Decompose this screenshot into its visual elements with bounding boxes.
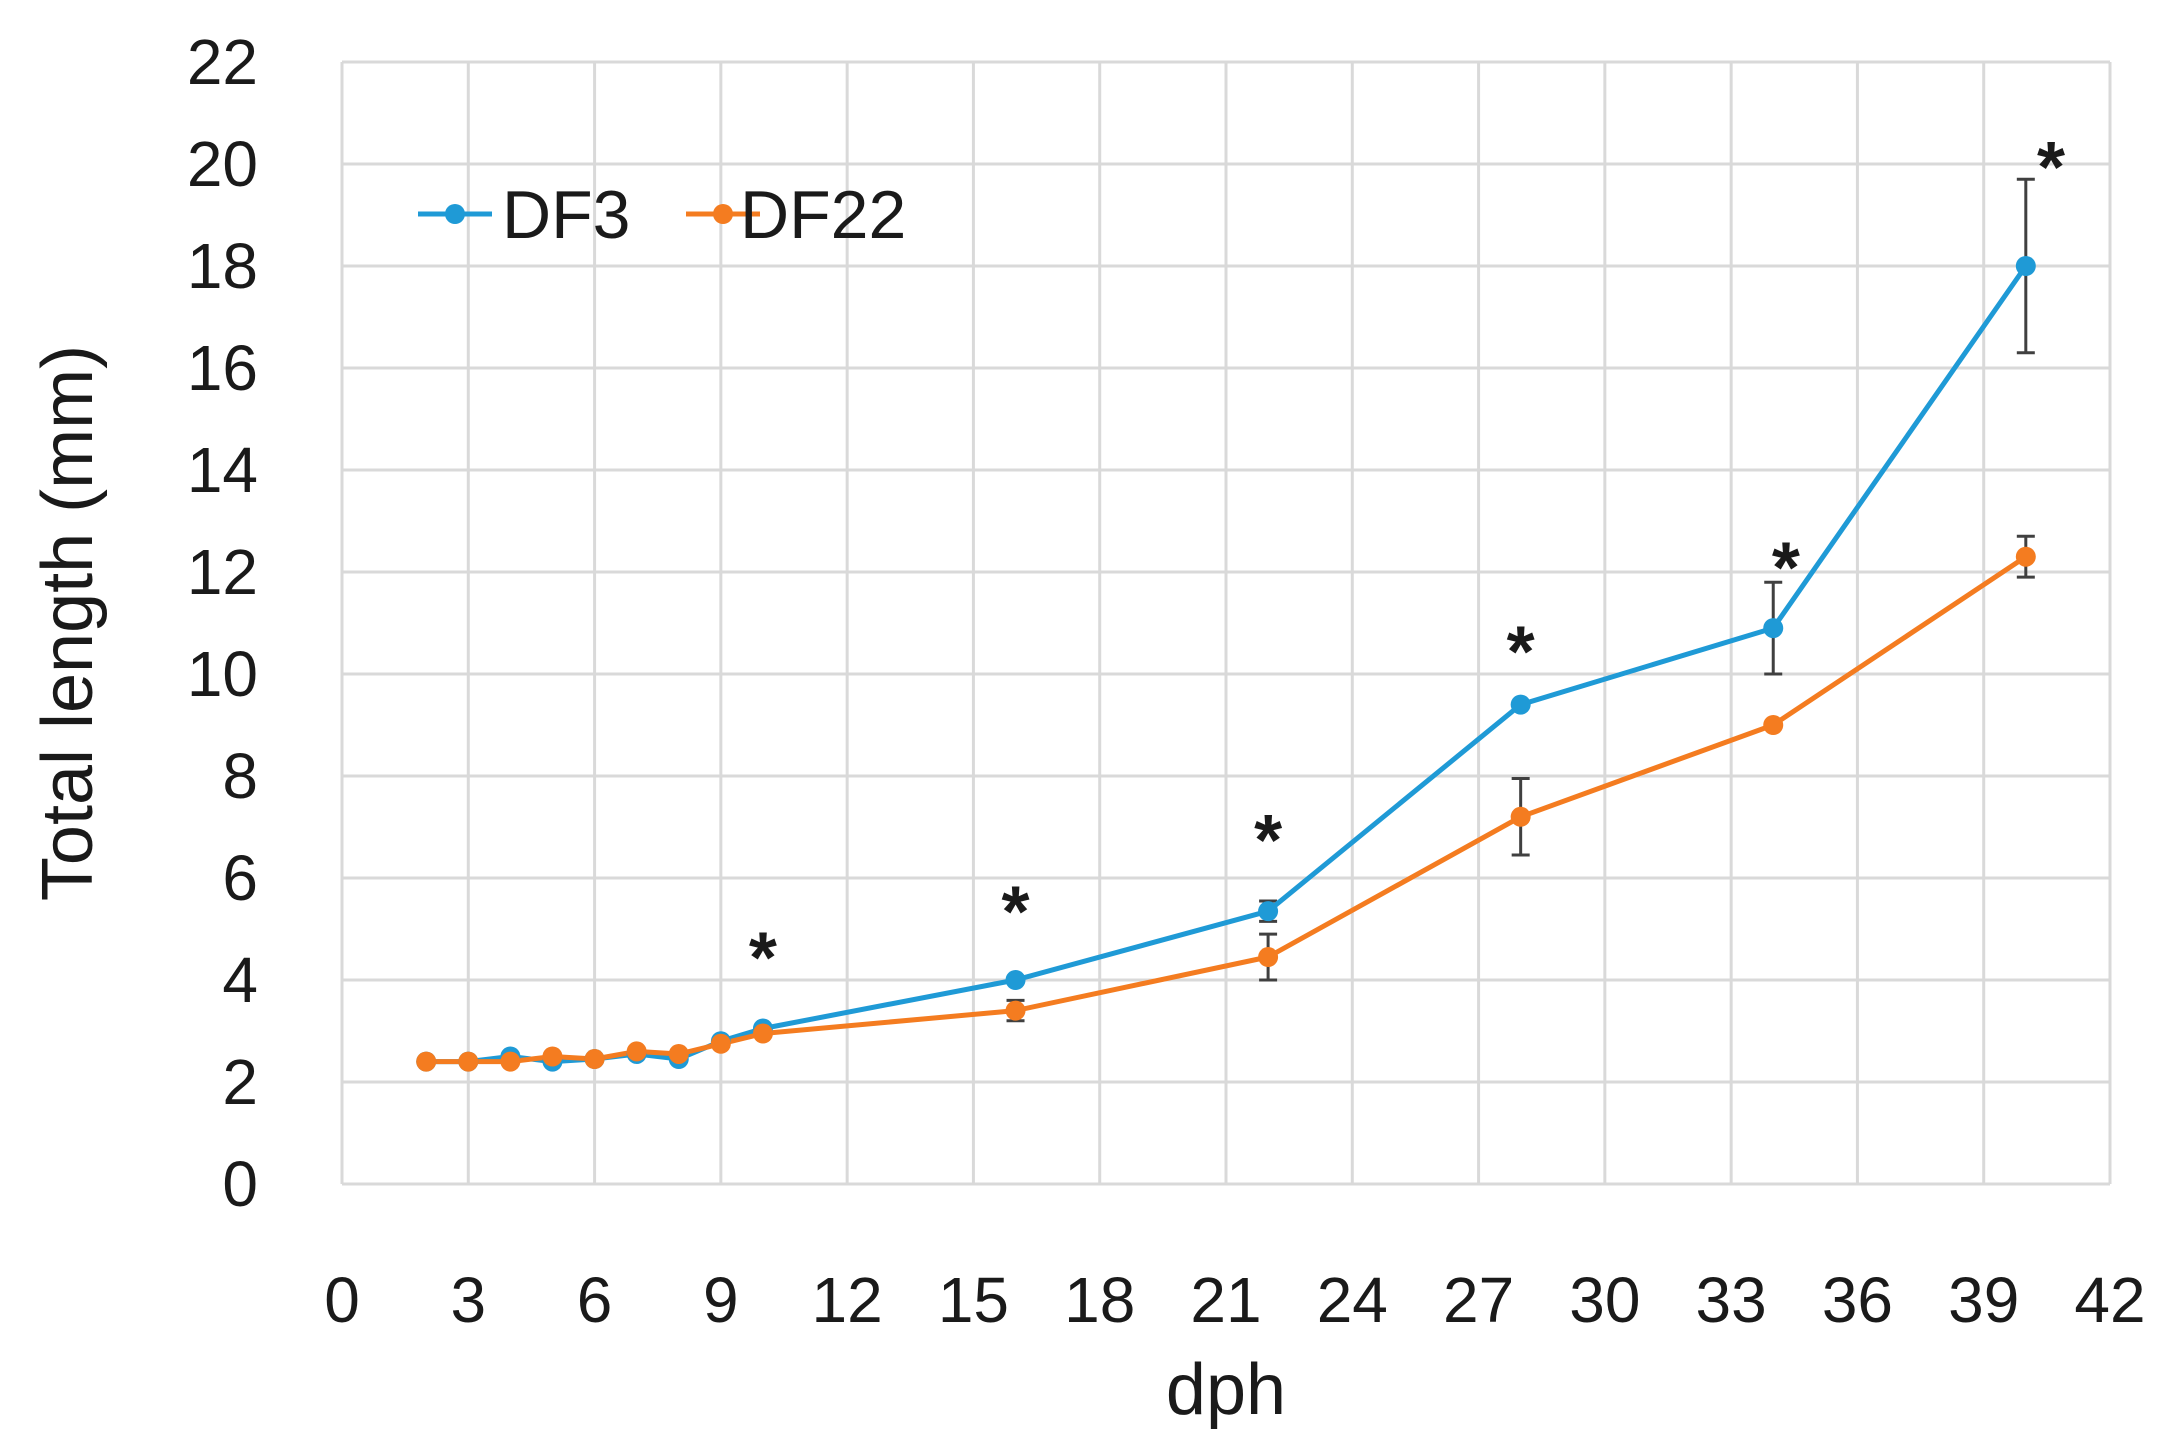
- y-tick-label: 6: [222, 842, 258, 914]
- x-tick-label: 0: [324, 1264, 360, 1336]
- x-tick-label: 27: [1443, 1264, 1514, 1336]
- data-point-df22: [668, 1043, 689, 1064]
- data-point-df22: [500, 1051, 521, 1072]
- y-tick-label: 2: [222, 1046, 258, 1118]
- significance-marker: *: [749, 919, 777, 999]
- x-tick-label: 39: [1948, 1264, 2019, 1336]
- y-axis-ticks: 0 2 4 6 8 10 12 14 16 18 20 22: [187, 26, 258, 1220]
- legend-marker-df3: [445, 204, 465, 224]
- series-points: [416, 256, 2036, 1072]
- significance-marker: *: [2037, 128, 2065, 208]
- legend: DF3 DF22: [418, 177, 906, 253]
- y-tick-label: 18: [187, 230, 258, 302]
- x-tick-label: 3: [450, 1264, 486, 1336]
- significance-marker: *: [1254, 801, 1282, 881]
- data-point-df22: [458, 1051, 479, 1072]
- data-point-df22: [2015, 546, 2036, 567]
- y-tick-label: 12: [187, 536, 258, 608]
- data-point-df22: [752, 1023, 773, 1044]
- data-point-df22: [584, 1049, 605, 1070]
- y-tick-label: 22: [187, 26, 258, 98]
- y-tick-label: 8: [222, 740, 258, 812]
- data-point-df22: [1005, 1000, 1026, 1021]
- significance-annotations: * * * * * *: [749, 128, 2065, 999]
- significance-marker: *: [1772, 528, 1800, 608]
- data-point-df22: [626, 1041, 647, 1062]
- data-point-df3: [1005, 970, 1026, 990]
- x-tick-label: 42: [2074, 1264, 2145, 1336]
- data-point-df3: [1763, 618, 1784, 639]
- x-axis-label: dph: [1166, 1350, 1286, 1430]
- data-point-df3: [1510, 694, 1531, 715]
- y-axis-label: Total length (mm): [28, 345, 108, 901]
- legend-marker-df22: [713, 204, 733, 224]
- error-bars: [1006, 177, 2035, 1023]
- x-tick-label: 15: [938, 1264, 1009, 1336]
- data-point-df22: [542, 1046, 563, 1067]
- data-point-df3: [2015, 256, 2036, 276]
- y-tick-label: 4: [222, 944, 258, 1016]
- x-tick-label: 12: [812, 1264, 883, 1336]
- y-tick-label: 10: [187, 638, 258, 710]
- legend-label-df22: DF22: [740, 177, 906, 253]
- y-tick-label: 14: [187, 434, 258, 506]
- significance-marker: *: [1507, 613, 1535, 693]
- y-tick-label: 20: [187, 128, 258, 200]
- data-point-df22: [1510, 806, 1531, 827]
- y-tick-label: 16: [187, 332, 258, 404]
- data-point-df22: [416, 1051, 437, 1072]
- data-point-df3: [1258, 901, 1279, 922]
- x-tick-label: 24: [1317, 1264, 1388, 1336]
- x-tick-label: 30: [1569, 1264, 1640, 1336]
- x-axis-ticks: 0 3 6 9 12 15 18 21 24 27 30 33 36 39 42: [324, 1264, 2145, 1336]
- legend-label-df3: DF3: [502, 177, 630, 253]
- x-tick-label: 33: [1696, 1264, 1767, 1336]
- x-tick-label: 9: [703, 1264, 739, 1336]
- x-tick-label: 21: [1190, 1264, 1261, 1336]
- data-point-df22: [1258, 947, 1279, 968]
- data-point-df22: [710, 1033, 731, 1054]
- x-tick-label: 36: [1822, 1264, 1893, 1336]
- significance-marker: *: [1002, 873, 1030, 953]
- y-tick-label: 0: [222, 1148, 258, 1220]
- data-point-df22: [1763, 715, 1784, 735]
- x-tick-label: 6: [577, 1264, 613, 1336]
- x-tick-label: 18: [1064, 1264, 1135, 1336]
